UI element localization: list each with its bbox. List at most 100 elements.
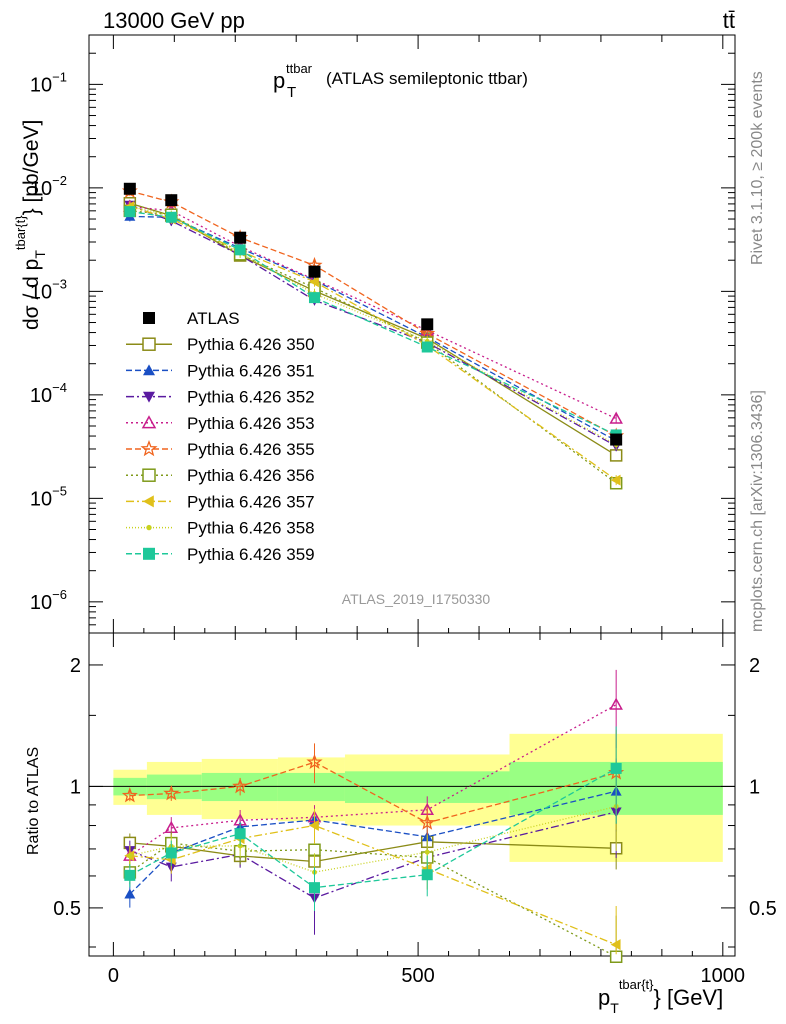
ratio-point: [163, 784, 180, 801]
legend-label: Pythia 6.426 355: [187, 440, 315, 459]
ratio-point: [124, 888, 136, 899]
ratio-y-tick-label: 1: [70, 776, 81, 798]
y-tick-label: 10−5: [30, 483, 67, 510]
ratio-point: [421, 869, 433, 881]
series-point: [609, 411, 623, 424]
legend-atlas-label: ATLAS: [187, 309, 240, 328]
atlas-data-point: [165, 194, 178, 207]
series-line: [129, 205, 617, 446]
ratio-series: [121, 669, 625, 963]
ratio-point: [237, 843, 243, 849]
series-point: [308, 292, 320, 304]
y-tick-label: 10−4: [30, 380, 67, 407]
legend-label: Pythia 6.426 358: [187, 519, 315, 538]
ratio-line: [129, 790, 617, 895]
series-line: [129, 210, 617, 484]
rivet-label: Rivet 3.1.10, ≥ 200k events: [749, 71, 766, 265]
y-tick-label: 10−6: [30, 587, 67, 614]
ratio-point: [306, 753, 323, 770]
ratio-point: [424, 849, 430, 855]
x-tick-label: 0: [108, 965, 119, 987]
y-tick-exponent: −4: [52, 380, 67, 395]
ratio-point: [165, 847, 177, 859]
watermark: ATLAS_2019_I1750330: [342, 591, 491, 607]
ratio-point: [121, 787, 138, 803]
legend-label: Pythia 6.426 351: [187, 361, 315, 380]
y-axis-title: dσ / d pTtbar{t}} [pb/GeV]: [13, 120, 48, 330]
series-point: [165, 211, 177, 223]
title-p: p: [273, 68, 285, 93]
y-axis-title-text: dσ / d pTtbar{t}} [pb/GeV]: [13, 120, 48, 330]
header-right: tt̄: [723, 8, 735, 33]
series-point: [421, 341, 433, 353]
legend-label: Pythia 6.426 353: [187, 414, 315, 433]
legend-marker: [143, 364, 155, 376]
ratio-point: [127, 853, 133, 859]
legend-marker: [143, 495, 154, 508]
series-line: [129, 204, 617, 447]
ratio-line: [129, 704, 617, 857]
atlas-data-point: [234, 231, 247, 244]
ratio-point: [234, 828, 246, 840]
y-tick-exponent: −3: [52, 276, 67, 291]
ratio-ylabel: Ratio to ATLAS: [25, 747, 42, 855]
legend-marker: [143, 547, 155, 560]
ratio-line: [129, 811, 617, 899]
legend-label: Pythia 6.426 359: [187, 545, 315, 564]
atlas-data: [123, 182, 623, 446]
legend-marker: [146, 524, 152, 531]
legend-marker: [140, 439, 158, 457]
ratio-y-tick-label: 0.5: [53, 898, 81, 920]
series-point: [610, 474, 621, 486]
atlas-data-point: [421, 318, 434, 331]
main-frame: [88, 34, 736, 634]
mcplots-label: mcplots.cern.ch [arXiv:1306.3436]: [749, 390, 766, 632]
series-line: [129, 205, 617, 481]
legend-label: Pythia 6.426 350: [187, 335, 315, 354]
ratio-point: [232, 777, 249, 794]
x-tick-label: 1000: [701, 965, 746, 987]
header-left: 13000 GeV pp: [103, 8, 245, 33]
atlas-data-point: [610, 433, 623, 446]
ratio-line: [129, 761, 617, 824]
legend-atlas-marker: [143, 312, 155, 324]
y-tick-exponent: −1: [52, 69, 67, 84]
ratio-y-tick-label-right: 0.5: [749, 898, 777, 920]
y-tick-exponent: −5: [52, 483, 67, 498]
ratio-frame: [88, 632, 736, 957]
ratio-line: [129, 767, 617, 889]
title-sup: ttbar: [286, 61, 313, 76]
ratio-point: [308, 882, 320, 894]
ratio-point: [308, 820, 319, 832]
atlas-data-point: [308, 265, 321, 278]
ratio-point: [419, 814, 436, 830]
ratio-bands: [89, 733, 735, 862]
legend-marker: [143, 391, 155, 403]
y-tick-exponent: −6: [52, 587, 67, 602]
series-9: [124, 206, 622, 441]
series-point: [234, 244, 246, 256]
ratio-y-tick-label: 2: [70, 655, 81, 677]
series-point: [308, 276, 319, 288]
main-series: [121, 182, 625, 490]
legend-label: Pythia 6.426 352: [187, 388, 315, 407]
ratio-y-tick-label-right: 2: [749, 655, 760, 677]
ratio-y-tick-label-right: 1: [749, 776, 760, 798]
series-line: [129, 215, 617, 442]
legend-marker: [141, 415, 157, 429]
title-sub: T: [287, 84, 296, 101]
series-2: [124, 210, 622, 446]
legend-label: Pythia 6.426 356: [187, 466, 315, 485]
y-tick-exponent: −2: [52, 173, 67, 188]
ratio-band-inner: [277, 772, 345, 802]
title-rest: (ATLAS semileptonic ttbar): [326, 69, 528, 88]
ratio-axes: 0.5 0.5 1 1 2 2: [53, 655, 777, 948]
legend-marker: [142, 468, 156, 482]
atlas-data-point: [123, 182, 136, 195]
legend-label: Pythia 6.426 357: [187, 492, 315, 511]
legend: ATLAS Pythia 6.426 350 Pythia 6.426 351 Pyt…: [126, 309, 315, 564]
series-point: [124, 206, 136, 218]
ratio-point: [124, 869, 136, 881]
x-tick-label: 500: [401, 965, 434, 987]
ratio-series-9: [124, 726, 622, 911]
